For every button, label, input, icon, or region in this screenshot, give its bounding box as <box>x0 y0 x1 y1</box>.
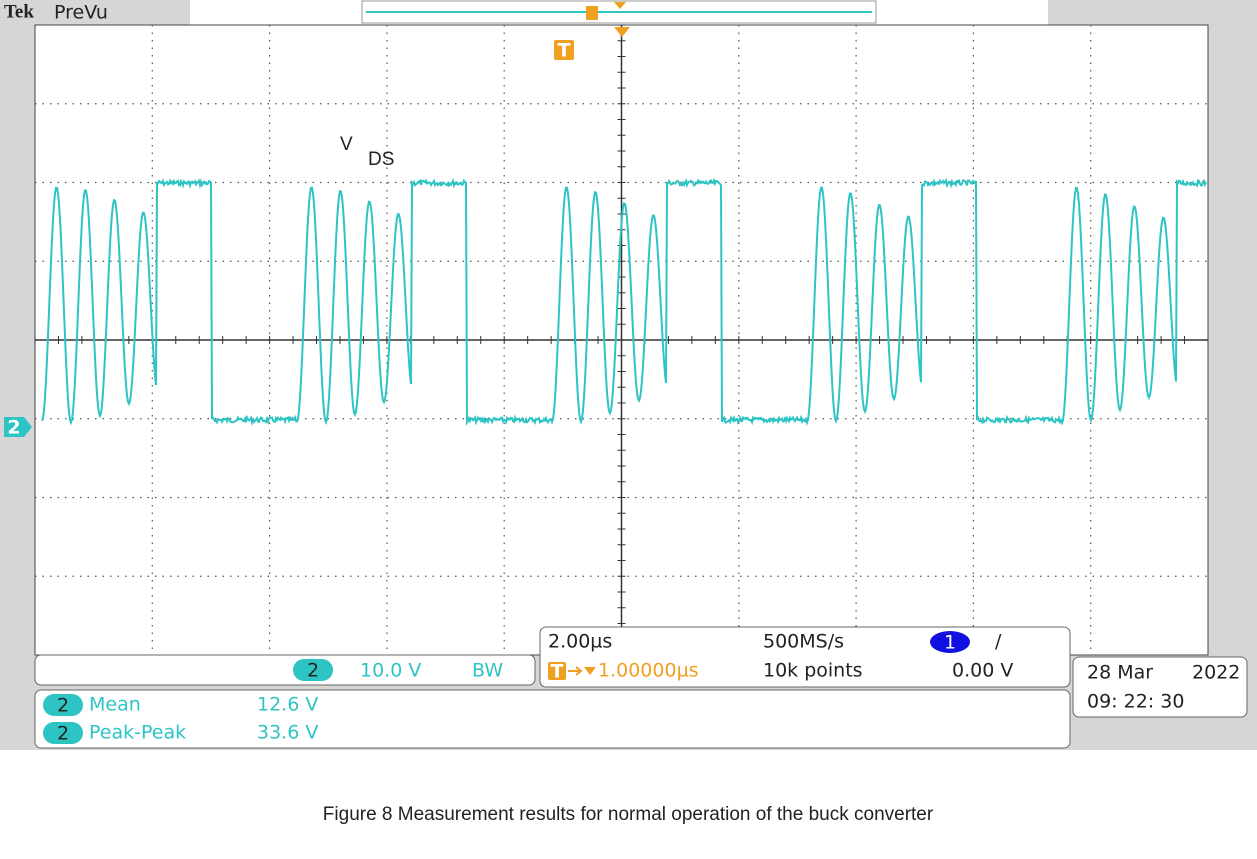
measurement-value: 33.6 V <box>257 722 318 744</box>
record-trigger-icon <box>586 6 598 20</box>
trigger-delay: 1.00000µs <box>598 660 699 682</box>
date-year: 2022 <box>1192 662 1240 684</box>
measurement-channel: 2 <box>57 695 69 717</box>
trace-label-sub: DS <box>368 149 394 170</box>
delay-icon <box>584 667 596 675</box>
measurement-badge <box>43 694 83 716</box>
date-time: 09: 22: 30 <box>1087 691 1184 713</box>
trigger-slope: / <box>995 631 1002 653</box>
measurement-value: 12.6 V <box>257 694 318 716</box>
measurement-box <box>34 689 1071 749</box>
mode: PreVu <box>54 2 108 24</box>
date-box <box>1072 656 1248 718</box>
time-scale: 2.00µs <box>548 631 612 653</box>
measurement-name: Peak-Peak <box>89 722 186 744</box>
trigger-channel-badge <box>930 631 970 653</box>
channel-badge <box>293 659 333 681</box>
trigger-marker: T <box>558 40 571 62</box>
sample-rate: 500MS/s <box>763 631 844 653</box>
trigger-marker-box <box>554 40 574 60</box>
measurement-channel: 2 <box>57 723 69 745</box>
bandwidth-icon: BW <box>472 660 503 682</box>
measurement-badge <box>43 722 83 744</box>
channel-marker: 2 <box>7 417 20 439</box>
waveform <box>41 177 1207 427</box>
caption: Figure 8 Measurement results for normal … <box>323 804 934 825</box>
channel-scale: 10.0 V <box>360 660 421 682</box>
channel-box <box>34 654 536 686</box>
channel-marker-box <box>4 417 32 437</box>
record-length: 10k points <box>763 660 863 682</box>
delay-trigger-marker: T <box>551 661 564 683</box>
grid <box>34 24 1208 656</box>
channel-number: 2 <box>307 660 319 682</box>
record-position-icon <box>614 2 626 9</box>
trigger-channel: 1 <box>944 632 956 654</box>
trigger-position <box>614 27 630 37</box>
brand: Tek <box>4 1 34 22</box>
trigger-level: 0.00 V <box>952 660 1013 682</box>
date-day: 28 Mar <box>1087 662 1153 684</box>
delay-arrow <box>568 666 583 676</box>
measurements: 2 Mean 12.6 V 2 Peak-Peak 33.6 V <box>43 694 318 745</box>
delay-trigger-box <box>548 662 566 680</box>
trace-label: V <box>340 134 353 155</box>
measurement-name: Mean <box>89 694 141 716</box>
